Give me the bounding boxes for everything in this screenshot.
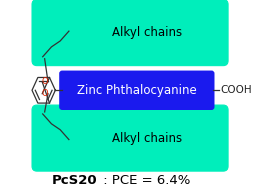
Text: PcS20: PcS20 (51, 174, 97, 187)
Text: : PCE = 6.4%: : PCE = 6.4% (99, 174, 190, 187)
FancyBboxPatch shape (59, 70, 214, 110)
Text: O: O (42, 77, 49, 86)
FancyBboxPatch shape (32, 105, 228, 171)
Text: Alkyl chains: Alkyl chains (112, 132, 183, 145)
Text: Alkyl chains: Alkyl chains (112, 26, 183, 39)
FancyBboxPatch shape (32, 0, 228, 66)
Text: Zinc Phthalocyanine: Zinc Phthalocyanine (77, 84, 197, 97)
Text: COOH: COOH (220, 85, 252, 95)
Text: O: O (42, 89, 49, 98)
